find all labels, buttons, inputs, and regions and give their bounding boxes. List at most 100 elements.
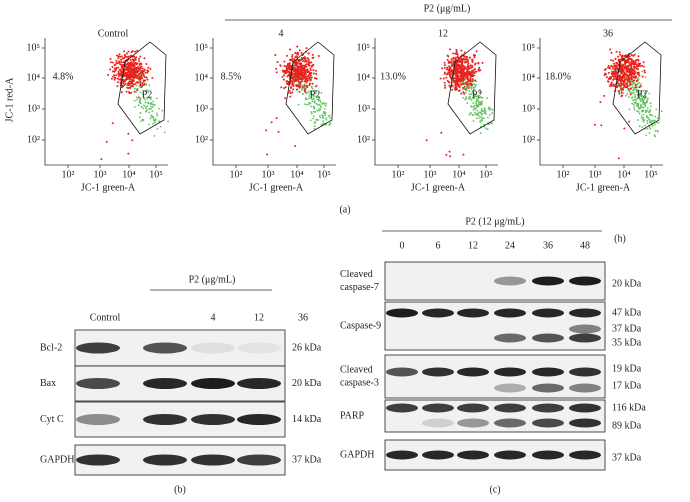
green-event — [472, 120, 475, 122]
green-event — [484, 112, 487, 115]
green-event — [471, 91, 474, 93]
green-event — [632, 89, 634, 92]
band — [237, 454, 281, 466]
red-event — [603, 94, 606, 97]
red-event — [623, 63, 626, 66]
x-axis-label: JC-1 green-A — [249, 182, 304, 193]
red-event — [303, 84, 306, 87]
red-event — [134, 50, 137, 53]
red-event — [125, 90, 128, 93]
red-event — [481, 61, 484, 64]
green-event — [483, 110, 486, 113]
red-event — [143, 69, 146, 72]
green-event — [643, 119, 646, 121]
red-event — [312, 69, 315, 72]
red-event — [636, 79, 639, 82]
size-label: 37 kDa — [612, 323, 642, 334]
red-event — [288, 71, 291, 74]
red-event — [456, 72, 459, 75]
panel-label: (b) — [174, 484, 186, 495]
red-event — [310, 61, 313, 64]
red-event — [113, 70, 116, 73]
green-event — [304, 103, 306, 106]
green-event — [135, 91, 137, 93]
green-event — [465, 98, 467, 100]
green-event — [137, 104, 140, 107]
red-event — [315, 77, 318, 80]
band — [191, 378, 235, 389]
red-event — [281, 75, 284, 78]
red-event — [293, 58, 296, 61]
red-event — [633, 65, 636, 68]
green-event — [637, 119, 639, 121]
red-event — [610, 81, 613, 84]
red-event — [623, 54, 626, 57]
green-event — [319, 116, 322, 119]
green-event — [639, 99, 642, 102]
red-event — [124, 65, 127, 68]
red-event — [457, 83, 460, 86]
green-event — [651, 114, 654, 117]
band — [191, 342, 235, 354]
red-event — [117, 75, 120, 78]
panel-label: (a) — [339, 204, 350, 215]
red-event — [622, 87, 625, 90]
band — [494, 383, 526, 393]
plot-title: 12 — [438, 28, 448, 39]
red-event — [134, 71, 137, 74]
red-event — [283, 74, 286, 77]
green-event — [323, 103, 326, 105]
green-event — [653, 134, 656, 137]
red-event — [289, 92, 292, 95]
red-event — [466, 60, 469, 63]
red-event — [477, 62, 480, 65]
protein-label: Cleaved — [340, 364, 373, 375]
green-event — [473, 107, 476, 110]
red-event — [455, 63, 458, 66]
red-event — [460, 79, 463, 82]
band — [532, 383, 564, 393]
red-event — [134, 83, 137, 86]
red-event — [618, 92, 621, 95]
green-event — [140, 120, 143, 123]
blot — [384, 399, 606, 433]
red-event — [291, 53, 294, 56]
green-event — [633, 106, 636, 109]
red-event — [445, 76, 448, 79]
red-event — [623, 85, 626, 88]
green-event — [312, 110, 315, 113]
red-event — [296, 58, 299, 61]
green-event — [654, 115, 657, 118]
green-event — [156, 127, 159, 130]
band — [532, 403, 564, 413]
red-event — [309, 67, 312, 70]
red-event — [288, 89, 291, 92]
green-event — [644, 76, 647, 79]
red-event — [465, 67, 468, 70]
red-event — [463, 92, 466, 95]
red-event — [314, 77, 317, 80]
red-event — [474, 62, 477, 65]
red-event — [309, 74, 312, 77]
red-event — [285, 82, 288, 85]
red-event — [122, 64, 125, 67]
green-event — [157, 107, 160, 110]
green-event — [309, 102, 312, 105]
red-event — [624, 65, 627, 68]
red-event — [116, 62, 119, 65]
green-event — [139, 101, 142, 104]
green-event — [294, 84, 296, 87]
green-event — [642, 118, 644, 121]
red-event — [618, 51, 621, 54]
red-event — [134, 66, 137, 69]
green-event — [491, 108, 494, 111]
red-event — [448, 84, 451, 87]
red-event — [115, 54, 118, 57]
red-event — [295, 64, 298, 67]
red-event — [618, 76, 621, 79]
red-event — [634, 61, 637, 64]
green-event — [651, 119, 654, 122]
red-event — [614, 64, 617, 67]
red-event — [130, 68, 133, 71]
green-event — [646, 107, 649, 109]
